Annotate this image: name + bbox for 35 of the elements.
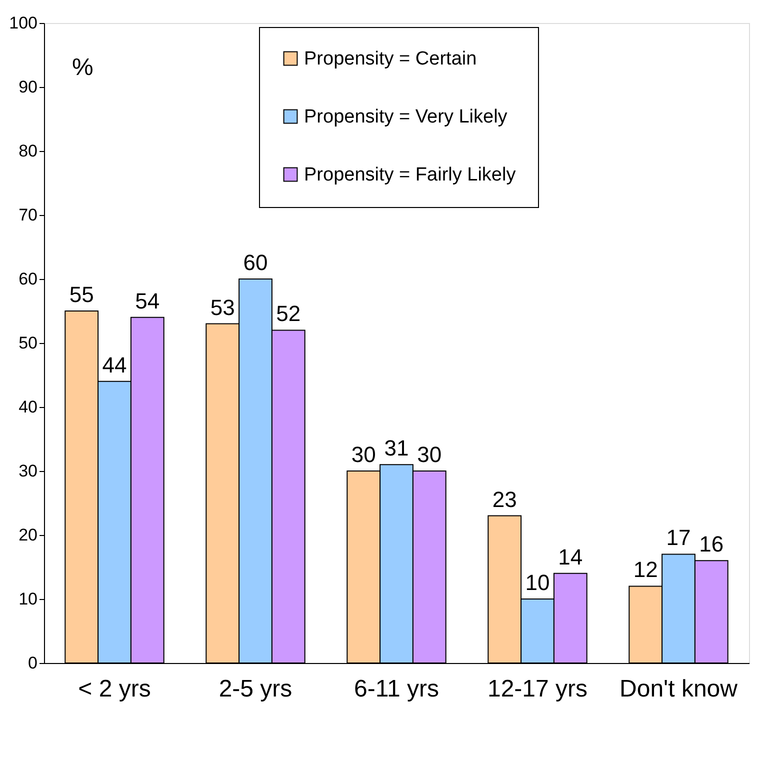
y-tick-label: 60 — [18, 270, 38, 288]
data-label: 16 — [699, 532, 724, 557]
y-tick-label: 80 — [18, 142, 38, 160]
data-label: 14 — [558, 544, 583, 570]
y-tick-label: 10 — [18, 590, 38, 608]
data-label: 30 — [351, 442, 376, 467]
legend-label: Propensity = Fairly Likely — [304, 164, 516, 186]
legend-label: Propensity = Certain — [304, 48, 477, 70]
data-label: 17 — [666, 525, 691, 550]
x-tick-label: 6-11 yrs — [354, 676, 439, 702]
data-label: 31 — [384, 436, 409, 461]
y-axis-title: % — [72, 54, 94, 81]
data-label: 10 — [525, 570, 550, 595]
data-label: 60 — [243, 250, 268, 275]
data-label: 44 — [102, 352, 127, 378]
y-tick-label: 70 — [18, 206, 38, 224]
legend-label: Propensity = Very Likely — [304, 106, 508, 128]
data-label: 30 — [417, 442, 442, 467]
y-tick-label: 30 — [18, 462, 38, 480]
y-tick-label: 0 — [28, 654, 38, 672]
x-tick-label: 2-5 yrs — [218, 676, 292, 702]
y-tick-label: 50 — [18, 334, 38, 352]
y-tick-label: 20 — [18, 526, 38, 544]
data-label: 54 — [135, 288, 160, 314]
x-tick-label: < 2 yrs — [78, 676, 151, 702]
data-label: 12 — [633, 557, 658, 582]
y-tick-label: 40 — [18, 398, 38, 416]
data-label: 23 — [492, 486, 517, 512]
data-label: 55 — [69, 282, 94, 307]
x-tick-label: Don't know — [620, 676, 738, 702]
data-label: 52 — [276, 301, 301, 326]
y-tick-label: 90 — [18, 78, 38, 96]
x-tick-label: 12-17 yrs — [487, 676, 588, 702]
y-tick-label: 100 — [9, 14, 38, 32]
data-label: 53 — [210, 294, 235, 320]
